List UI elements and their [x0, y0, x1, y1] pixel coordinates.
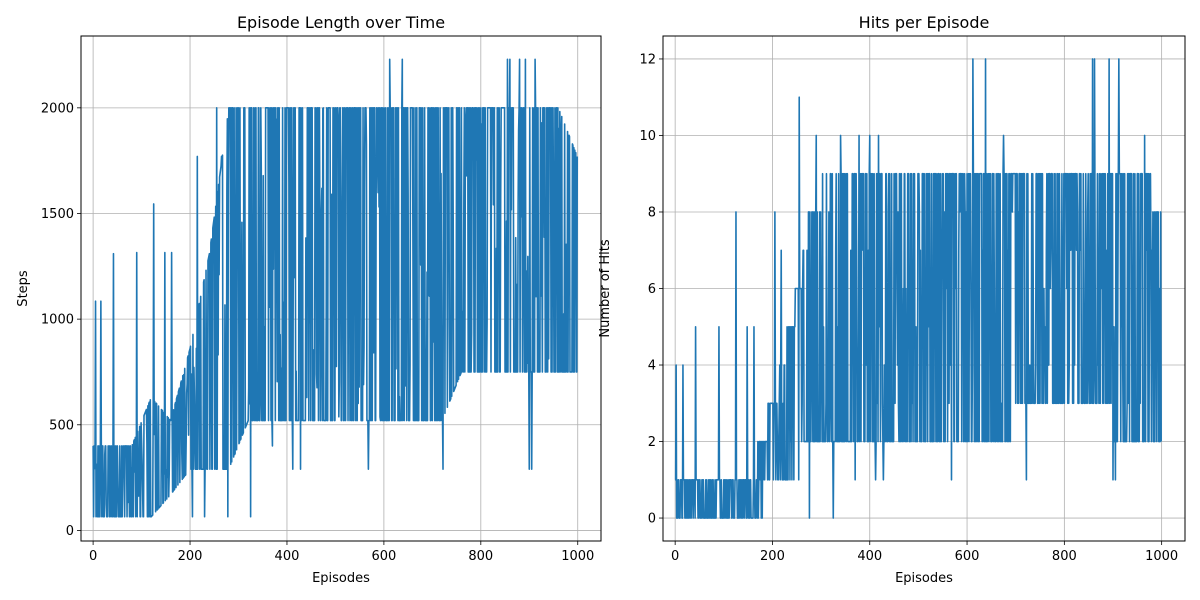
y-tick-label: 1500 [41, 207, 74, 222]
y-tick-label: 12 [639, 52, 656, 67]
y-tick-label: 2000 [41, 101, 74, 116]
x-tick-label: 200 [760, 549, 785, 564]
x-tick-label: 800 [468, 549, 493, 564]
chart-title: Episode Length over Time [237, 13, 445, 32]
x-tick-label: 200 [178, 549, 203, 564]
episode-length-chart: 0 200 400 600 800 1000 0 500 1000 1500 2000 Episo… [16, 13, 602, 586]
x-tick-label: 400 [275, 549, 300, 564]
plot-frame [80, 35, 602, 542]
x-tick-label: 1000 [561, 549, 594, 564]
y-tick-label: 0 [648, 512, 656, 527]
hits-per-episode-chart: 0 200 400 600 800 1000 0 2 4 6 8 10 12 Hits per Epi… [598, 13, 1186, 586]
x-axis-label: Episodes [312, 571, 370, 586]
y-axis-label: Number of Hits [598, 239, 613, 338]
x-tick-label: 0 [89, 549, 97, 564]
x-ticks: 0 200 400 600 800 1000 [89, 541, 594, 564]
y-ticks: 0 500 1000 1500 2000 [41, 101, 81, 539]
x-axis-label: Episodes [895, 571, 953, 586]
x-ticks: 0 200 400 600 800 1000 [671, 541, 1178, 564]
steps-series [92, 58, 579, 518]
y-axis-label: Steps [16, 270, 31, 307]
x-tick-label: 400 [857, 549, 882, 564]
y-tick-label: 1000 [41, 313, 74, 328]
y-tick-label: 8 [648, 205, 656, 220]
series-line [92, 58, 579, 518]
x-tick-label: 600 [371, 549, 396, 564]
x-tick-label: 0 [671, 549, 679, 564]
y-tick-label: 0 [66, 524, 74, 539]
y-tick-label: 500 [49, 418, 74, 433]
y-tick-label: 10 [639, 129, 656, 144]
x-tick-label: 600 [955, 549, 980, 564]
chart-title: Hits per Episode [859, 13, 990, 32]
y-tick-label: 4 [648, 359, 656, 374]
y-tick-label: 2 [648, 435, 656, 450]
y-ticks: 0 2 4 6 8 10 12 [639, 52, 663, 527]
hits-series [674, 58, 1162, 519]
y-tick-label: 6 [648, 282, 656, 297]
x-tick-label: 800 [1052, 549, 1077, 564]
x-tick-label: 1000 [1145, 549, 1178, 564]
series-line [674, 58, 1162, 519]
